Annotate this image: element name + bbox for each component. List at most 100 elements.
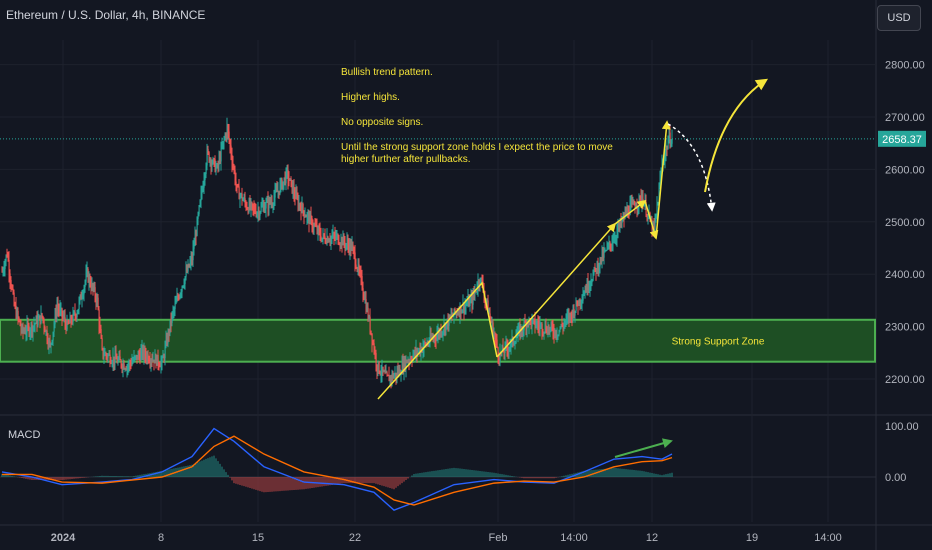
candle-body <box>503 352 505 354</box>
candle-body <box>160 362 162 367</box>
candle-body <box>474 291 476 295</box>
candle-body <box>5 255 7 262</box>
candle-body <box>278 190 280 194</box>
candle-body <box>162 356 164 359</box>
projected-rise-arrow <box>704 78 769 193</box>
candle-body <box>270 202 272 204</box>
candle-body <box>277 190 279 192</box>
time-tick-label: 2024 <box>51 532 76 544</box>
candle-body <box>370 330 372 334</box>
candle-body <box>132 360 134 362</box>
candle-body <box>561 324 563 326</box>
candle-body <box>242 199 244 201</box>
candle-body <box>598 266 600 271</box>
time-tick-label: 14:00 <box>560 532 588 544</box>
candle-body <box>179 293 181 299</box>
candle-body <box>276 190 278 192</box>
candle-body <box>6 255 8 257</box>
candle-body <box>29 330 31 334</box>
candle-body <box>372 343 374 345</box>
candle-body <box>331 236 333 238</box>
candle-body <box>114 353 116 363</box>
candle-body <box>110 362 112 364</box>
candle-body <box>600 257 602 262</box>
candle-body <box>536 323 538 326</box>
candle-body <box>336 234 338 236</box>
candle-body <box>226 125 228 136</box>
candle-body <box>325 241 327 244</box>
candle-body <box>660 172 662 179</box>
candle-body <box>182 285 184 287</box>
candle-body <box>209 159 211 162</box>
candle-body <box>366 307 368 312</box>
candle-body <box>131 361 133 366</box>
candle-body <box>288 180 290 182</box>
trend-leg-4 <box>655 120 671 239</box>
candle-body <box>257 210 259 214</box>
candle-body <box>472 293 474 305</box>
candle-body <box>40 313 42 324</box>
candle-body <box>456 312 458 314</box>
candle-body <box>297 198 299 207</box>
candle-body <box>387 375 389 377</box>
time-tick-label: 8 <box>158 532 164 544</box>
candle-body <box>564 321 566 324</box>
candle-body <box>554 330 556 336</box>
candle-body <box>568 314 570 320</box>
candle-body <box>177 297 179 299</box>
candle-body <box>180 291 182 294</box>
candle-body <box>220 147 222 162</box>
candle-body <box>443 323 445 331</box>
candle-body <box>402 363 404 372</box>
candle-body <box>572 308 574 319</box>
candle-body <box>279 183 281 194</box>
candle-body <box>167 331 169 344</box>
candle-body <box>414 351 416 355</box>
candle-body <box>295 193 297 199</box>
candle-body <box>294 194 296 199</box>
candle-body <box>368 316 370 319</box>
note-1: Bullish trend pattern. <box>341 67 433 78</box>
candle-body <box>329 241 331 243</box>
candle-body <box>234 170 236 182</box>
candle-body <box>147 354 149 361</box>
trend-leg-1 <box>377 281 498 400</box>
candle-body <box>35 317 37 324</box>
time-tick-label: 15 <box>252 532 264 544</box>
candle-body <box>229 139 231 146</box>
candle-body <box>124 368 126 370</box>
candle-body <box>332 233 334 237</box>
candle-body <box>283 177 285 182</box>
candle-body <box>517 329 519 335</box>
candle-body <box>267 199 269 209</box>
candle-body <box>480 277 482 283</box>
candle-body <box>501 346 503 353</box>
candle-body <box>282 181 284 189</box>
candle-body <box>95 297 97 303</box>
candle-body <box>319 230 321 237</box>
candle-body <box>166 339 168 344</box>
candle-body <box>128 362 130 366</box>
candle-body <box>313 224 315 228</box>
candle-body <box>12 288 14 293</box>
candle-body <box>97 297 99 310</box>
candle-body <box>607 245 609 247</box>
candle-body <box>25 332 27 334</box>
candle-body <box>350 243 352 251</box>
macd-histogram <box>1 455 673 493</box>
candle-body <box>498 355 500 361</box>
candle-body <box>245 202 247 208</box>
candle-body <box>8 260 10 274</box>
candle-body <box>628 214 630 216</box>
candle-body <box>385 372 387 374</box>
candle-body <box>571 314 573 319</box>
signal-line <box>2 435 673 506</box>
candle-body <box>314 224 316 226</box>
candle-body <box>616 230 618 238</box>
currency-button[interactable]: USD <box>877 5 921 31</box>
candle-body <box>4 261 6 270</box>
candle-body <box>92 283 94 289</box>
candle-body <box>307 214 309 216</box>
candle-body <box>380 373 382 375</box>
